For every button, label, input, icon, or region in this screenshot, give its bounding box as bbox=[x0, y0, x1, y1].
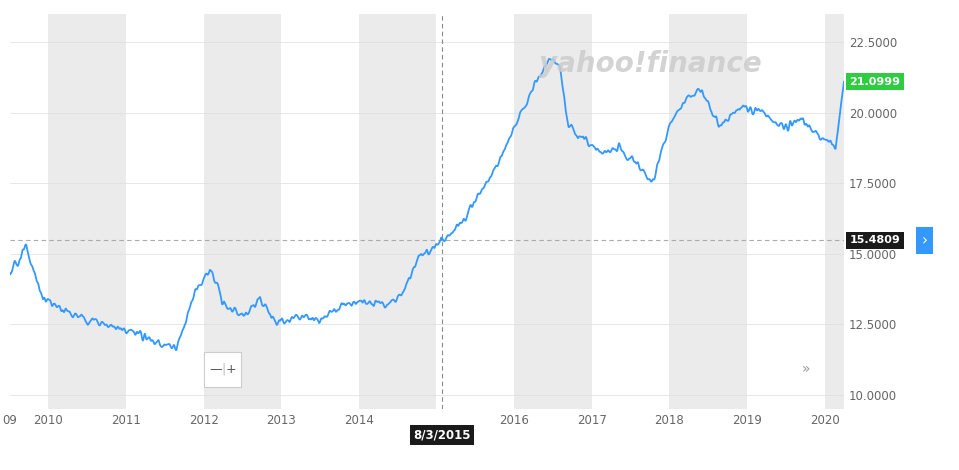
Bar bbox=[825, 14, 844, 409]
Text: ›: › bbox=[922, 233, 927, 248]
Text: +: + bbox=[225, 363, 236, 376]
Text: 15.4809: 15.4809 bbox=[850, 235, 901, 245]
Text: 21.0999: 21.0999 bbox=[850, 77, 901, 87]
Text: —: — bbox=[209, 363, 222, 376]
Bar bbox=[514, 14, 592, 409]
Bar bbox=[359, 14, 436, 409]
Bar bbox=[669, 14, 747, 409]
Bar bbox=[203, 14, 281, 409]
Text: yahoo!finance: yahoo!finance bbox=[539, 50, 762, 78]
Text: »: » bbox=[802, 362, 810, 376]
Bar bbox=[48, 14, 126, 409]
Text: 8/3/2015: 8/3/2015 bbox=[413, 428, 471, 441]
Text: |: | bbox=[222, 363, 225, 376]
FancyBboxPatch shape bbox=[204, 352, 241, 387]
